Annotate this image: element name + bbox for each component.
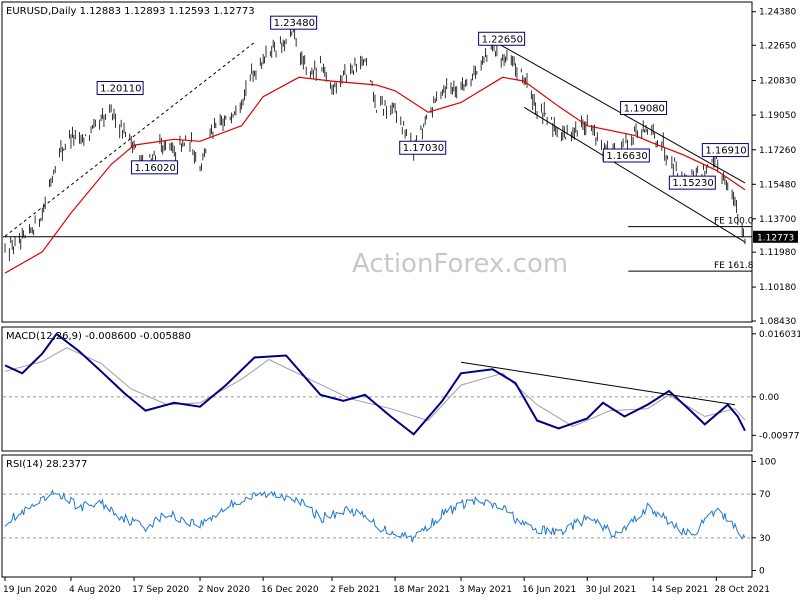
price-y-tick-label: 1.19050 <box>759 111 796 121</box>
x-tick-label: 17 Sep 2020 <box>132 585 189 595</box>
x-tick-label: 19 Jun 2020 <box>3 585 57 595</box>
rsi-panel <box>1 454 753 578</box>
fib-level-label: FE 100.0 <box>714 217 754 227</box>
watermark: ActionForex.com <box>352 249 568 279</box>
price-y-tick-label: 1.20830 <box>759 77 796 87</box>
price-y-tick-label: 1.17260 <box>759 146 796 156</box>
macd-y-tick-label: 0.016031 <box>759 330 800 340</box>
price-annotation-box <box>668 175 716 190</box>
rsi-y-tick-label: 100 <box>759 457 776 467</box>
price-y-tick-label: 1.11980 <box>759 248 796 258</box>
macd-panel-header: MACD(12,26,9) -0.008600 -0.005880 <box>6 331 191 342</box>
macd-y-tick-label: 0.00 <box>759 393 779 403</box>
price-y-tick-label: 1.13700 <box>759 215 796 225</box>
projection-dashed-line <box>4 41 255 237</box>
price-y-tick-label: 1.22650 <box>759 41 796 51</box>
price-y-tick-label: 1.15480 <box>759 180 796 190</box>
price-annotation-box <box>602 148 650 163</box>
price-annotation-box <box>96 81 144 96</box>
x-tick-label: 30 Jul 2021 <box>585 585 636 595</box>
price-annotation-box <box>478 31 526 46</box>
price-annotation-label: 1.16630 <box>606 151 647 162</box>
rsi-y-tick-label: 30 <box>759 534 771 544</box>
x-tick-label: 28 Oct 2021 <box>714 585 770 595</box>
price-annotation-label: 1.19080 <box>624 103 665 114</box>
current-price-label: 1.12773 <box>757 233 794 243</box>
x-tick-label: 16 Jun 2021 <box>522 585 576 595</box>
macd-signal-line <box>4 347 746 427</box>
price-y-tick-label: 1.24380 <box>759 8 796 18</box>
price-y-tick-label: 1.08430 <box>759 317 796 327</box>
price-annotation-label: 1.16020 <box>135 163 176 174</box>
macd-y-tick-label: -0.009773 <box>759 431 800 441</box>
fib-level-label: FE 161.8 <box>714 261 754 271</box>
rsi-y-tick-label: 70 <box>759 490 771 500</box>
price-annotation-label: 1.17030 <box>403 143 444 154</box>
price-annotation-label: 1.22650 <box>482 34 523 45</box>
macd-trendline <box>460 361 736 406</box>
price-annotation-label: 1.15230 <box>672 178 713 189</box>
rsi-y-tick-label: 0 <box>759 567 765 577</box>
macd-main-line <box>4 332 746 436</box>
rsi-line <box>4 488 746 543</box>
macd-panel <box>1 326 753 452</box>
x-tick-label: 2 Feb 2021 <box>330 585 380 595</box>
x-tick-label: 2 Nov 2020 <box>198 585 250 595</box>
price-annotation-box <box>620 100 668 115</box>
x-tick-label: 16 Dec 2020 <box>261 585 319 595</box>
rsi-panel-header: RSI(14) 28.2377 <box>6 459 87 470</box>
price-annotation-label: 1.16910 <box>705 146 746 157</box>
price-annotation-label: 1.23480 <box>274 18 315 29</box>
price-annotation-box <box>701 143 749 158</box>
channel-lower-line <box>523 106 746 243</box>
moving-average-line <box>4 76 746 274</box>
price-annotation-box <box>131 160 179 175</box>
price-annotation-box <box>270 15 318 30</box>
price-annotation-box <box>399 140 447 155</box>
price-annotation-label: 1.20110 <box>100 84 141 95</box>
price-panel <box>1 1 753 323</box>
x-tick-label: 14 Sep 2021 <box>651 585 708 595</box>
x-tick-label: 4 Aug 2020 <box>69 585 121 595</box>
price-panel-header: EURUSD,Daily 1.12883 1.12893 1.12593 1.1… <box>6 6 255 17</box>
x-tick-label: 3 May 2021 <box>459 585 512 595</box>
x-tick-label: 18 Mar 2021 <box>393 585 450 595</box>
price-y-tick-label: 1.10180 <box>759 283 796 293</box>
current-price-badge <box>753 230 798 243</box>
